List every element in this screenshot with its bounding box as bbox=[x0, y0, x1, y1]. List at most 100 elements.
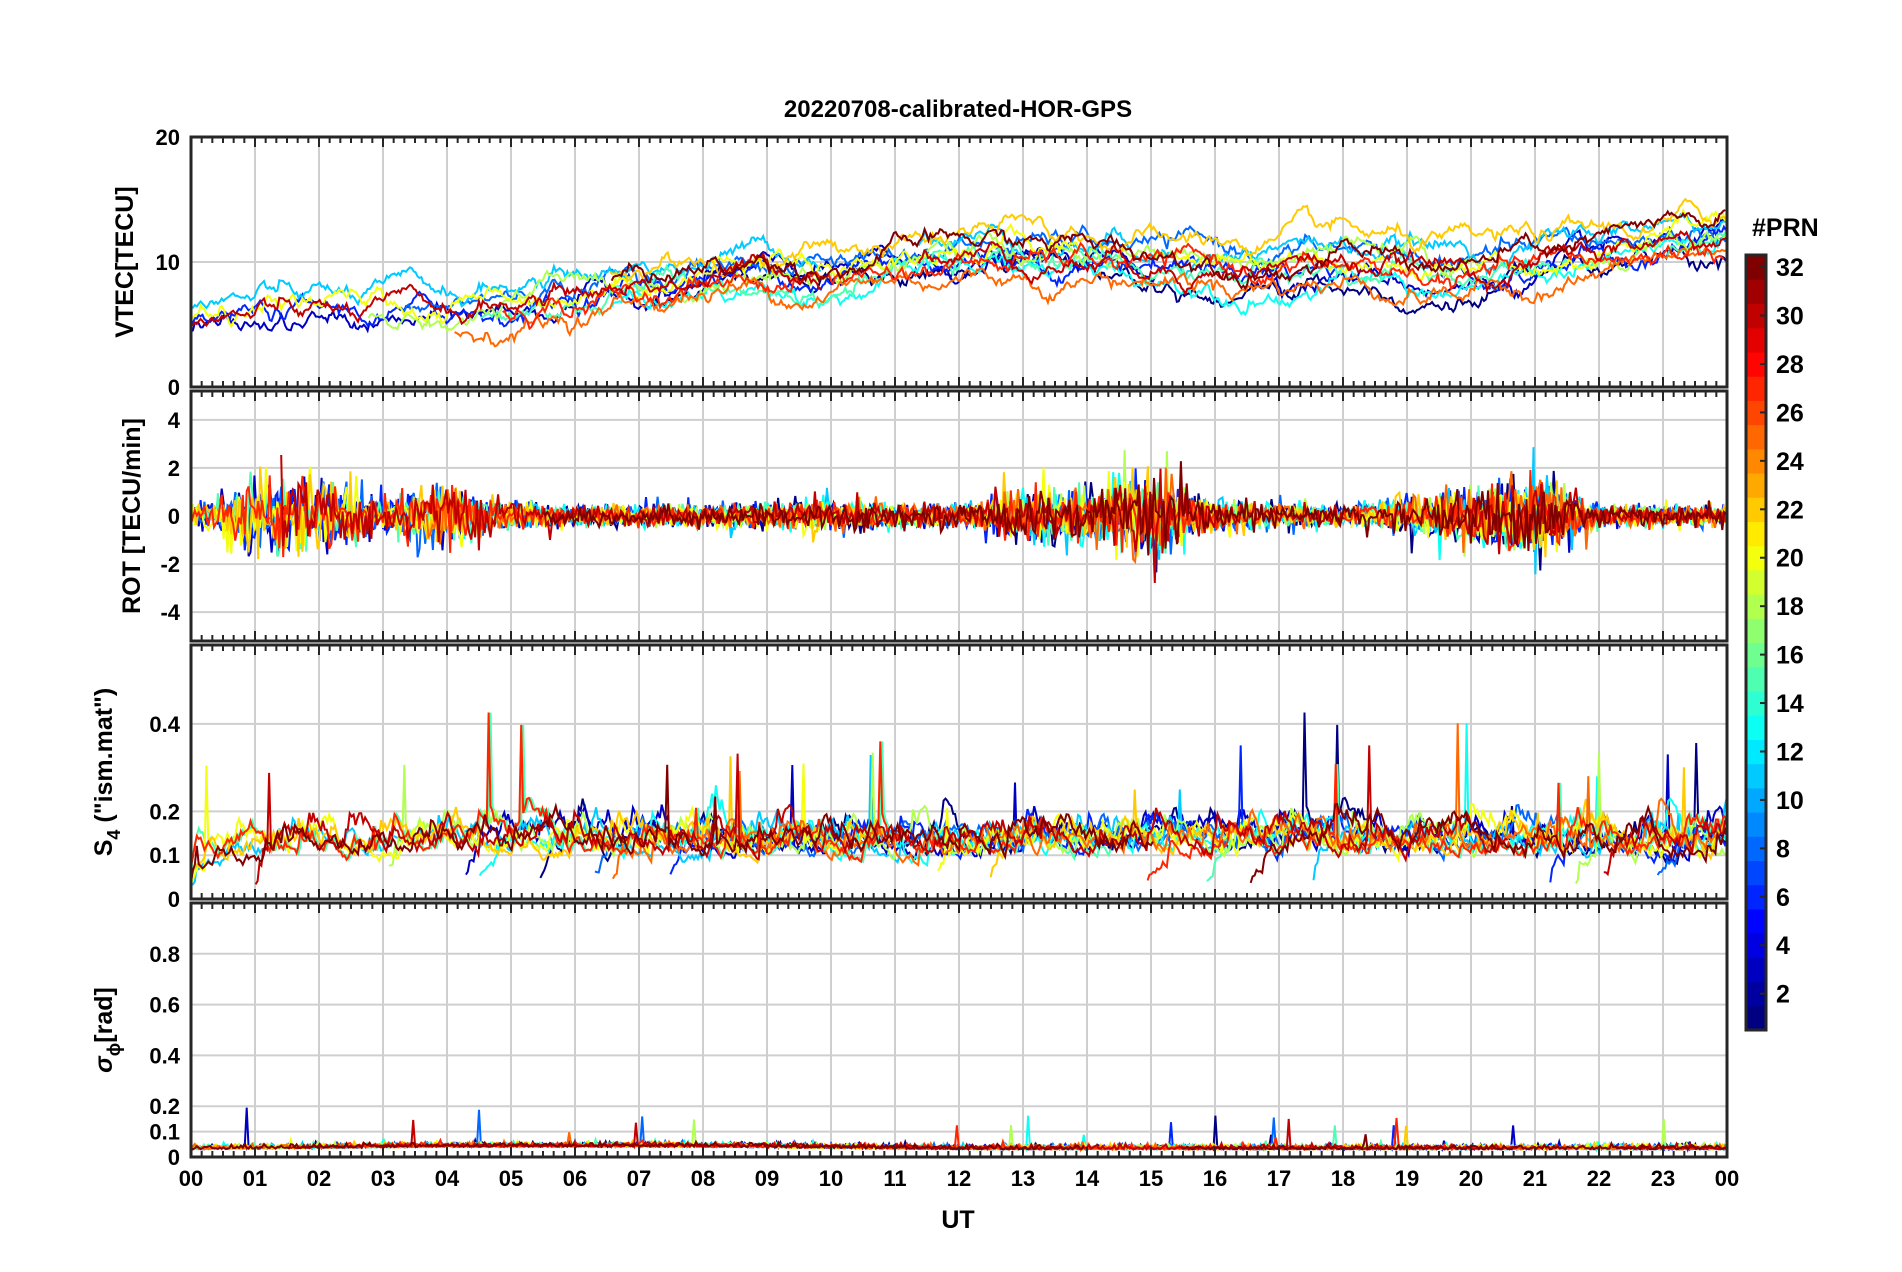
y-tick-label: 0.2 bbox=[149, 799, 180, 824]
series-line-prn-27 bbox=[1146, 764, 1727, 881]
panel-frame bbox=[189, 389, 1729, 643]
colorbar-tick-label: 26 bbox=[1776, 399, 1804, 427]
y-tick-label: 0.8 bbox=[149, 942, 180, 967]
x-tick-label: 13 bbox=[1011, 1166, 1035, 1191]
panel-4: 00.10.2 0.4 0.6 0.8 σϕ[rad] bbox=[90, 901, 1729, 1170]
colorbar-segment bbox=[1746, 497, 1766, 523]
y-axis-label: σϕ[rad] bbox=[90, 987, 124, 1073]
series-line-prn-32 bbox=[610, 209, 1726, 291]
x-tick-label: 20 bbox=[1459, 1166, 1483, 1191]
colorbar-segment bbox=[1746, 303, 1766, 329]
series-line-prn-22 bbox=[609, 197, 1727, 283]
colorbar-segment bbox=[1746, 715, 1766, 740]
x-tick-label: 14 bbox=[1075, 1166, 1100, 1191]
x-tick-label: 09 bbox=[755, 1166, 779, 1191]
series-line-prn-32 bbox=[1180, 1134, 1727, 1152]
colorbar-tick-label: 12 bbox=[1776, 738, 1804, 766]
colorbar-segment bbox=[1746, 836, 1766, 862]
x-tick-label: 02 bbox=[307, 1166, 331, 1191]
series-line-prn-30 bbox=[280, 454, 1346, 584]
y-tick-label: -2 bbox=[160, 552, 180, 577]
colorbar-segment bbox=[1746, 957, 1766, 983]
colorbar-tick-label: 16 bbox=[1776, 642, 1804, 670]
colorbar-segment bbox=[1746, 400, 1766, 426]
y-tick-label: 0.6 bbox=[149, 993, 180, 1018]
series-line-prn-30 bbox=[1603, 814, 1727, 877]
colorbar-tick-label: 8 bbox=[1776, 835, 1790, 863]
x-tick-label: 00 bbox=[179, 1166, 203, 1191]
x-tick-label: 04 bbox=[435, 1166, 460, 1191]
y-tick-label: 0.1 bbox=[149, 1120, 180, 1145]
colorbar-segment bbox=[1746, 255, 1766, 280]
colorbar-tick-label: 18 bbox=[1776, 593, 1804, 621]
colorbar-segment bbox=[1746, 933, 1766, 958]
series-line-prn-25 bbox=[612, 723, 1720, 880]
colorbar-tick-label: 28 bbox=[1776, 351, 1804, 379]
y-tick-label: 0 bbox=[168, 887, 180, 912]
series-line-prn-25 bbox=[454, 246, 1726, 348]
series-line-prn-32 bbox=[191, 764, 1154, 883]
panel-1: 0 10 20 VTEC[TECU] bbox=[111, 125, 1729, 400]
series-line-prn-32 bbox=[191, 1139, 1085, 1152]
series-line-prn-30 bbox=[1614, 1141, 1727, 1151]
colorbar-segment bbox=[1746, 690, 1766, 716]
colorbar-segment bbox=[1746, 884, 1766, 910]
x-tick-label: 12 bbox=[947, 1166, 971, 1191]
colorbar-tick-label: 4 bbox=[1776, 932, 1790, 960]
x-tick-label: 11 bbox=[883, 1166, 906, 1191]
series-line-prn-27 bbox=[502, 241, 1725, 331]
colorbar-tick-label: 14 bbox=[1776, 690, 1804, 718]
colorbar-segment bbox=[1746, 981, 1766, 1007]
x-tick-label: 06 bbox=[563, 1166, 587, 1191]
colorbar-segment bbox=[1746, 812, 1766, 837]
panel-2: -4 -2 0 2 4 ROT [TECU/min] bbox=[118, 389, 1729, 643]
colorbar-tick-label: 30 bbox=[1776, 303, 1804, 331]
series-lines bbox=[191, 1107, 1727, 1153]
colorbar-tick-label: 10 bbox=[1776, 787, 1804, 815]
y-tick-label: 10 bbox=[156, 250, 180, 275]
colorbar-segment bbox=[1746, 376, 1766, 401]
series-line-prn-32 bbox=[1249, 802, 1727, 884]
x-axis-label: UT bbox=[941, 1206, 974, 1234]
y-tick-label: 20 bbox=[156, 125, 180, 150]
colorbar-segment bbox=[1746, 521, 1766, 547]
figure-title: 20220708-calibrated-HOR-GPS bbox=[784, 96, 1132, 123]
x-tick-label: 16 bbox=[1203, 1166, 1227, 1191]
colorbar-frame bbox=[1744, 253, 1768, 1032]
colorbar-segment bbox=[1746, 545, 1766, 571]
colorbar-segment bbox=[1746, 327, 1766, 353]
y-tick-label: -4 bbox=[160, 600, 180, 625]
panel-3: 0 0.1 0.2 0.4 S4 ("ism.mat") bbox=[90, 643, 1729, 912]
x-tick-label: 07 bbox=[627, 1166, 651, 1191]
colorbar-segment bbox=[1746, 666, 1766, 692]
colorbar-segment bbox=[1746, 739, 1766, 765]
x-tick-label: 18 bbox=[1331, 1166, 1355, 1191]
x-tick-label: 05 bbox=[499, 1166, 523, 1191]
series-line-prn-30 bbox=[917, 230, 1727, 297]
y-tick-label: 4 bbox=[168, 408, 181, 433]
x-tick-label: 01 bbox=[243, 1166, 267, 1191]
x-tick-label: 17 bbox=[1267, 1166, 1291, 1191]
colorbar-segment bbox=[1746, 642, 1766, 668]
series-lines bbox=[191, 447, 1727, 584]
y-axis-label: S4 ("ism.mat") bbox=[90, 688, 124, 857]
y-tick-label: 2 bbox=[168, 456, 180, 481]
x-axis: 00 01 02 03 04 05 06 07 08 09 10 11 12 13 14 15 16 17 18 19… bbox=[179, 1166, 1739, 1191]
x-tick-label: 22 bbox=[1587, 1166, 1611, 1191]
x-tick-label: 08 bbox=[691, 1166, 715, 1191]
colorbar-segment bbox=[1746, 763, 1766, 789]
x-tick-label: 00 bbox=[1715, 1166, 1739, 1191]
colorbar-tick-label: 22 bbox=[1776, 496, 1804, 524]
x-tick-label: 19 bbox=[1395, 1166, 1419, 1191]
colorbar-title: #PRN bbox=[1752, 214, 1819, 242]
y-axis-label: ROT [TECU/min] bbox=[118, 418, 146, 614]
series-lines bbox=[191, 712, 1727, 887]
panel-frame bbox=[189, 901, 1729, 1159]
colorbar-segment bbox=[1746, 472, 1766, 498]
colorbar-segment bbox=[1746, 569, 1766, 595]
colorbar-segment bbox=[1746, 594, 1766, 619]
colorbar-segment bbox=[1746, 279, 1766, 305]
